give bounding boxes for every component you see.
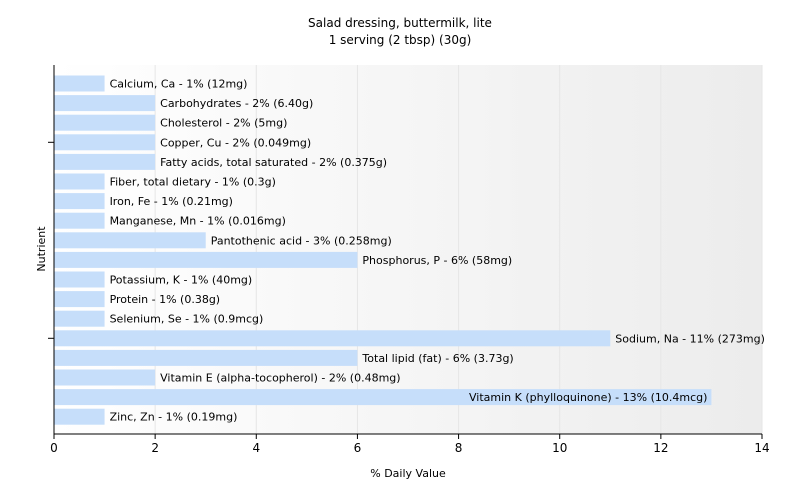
bar bbox=[54, 75, 105, 92]
x-tick-label: 10 bbox=[552, 441, 567, 455]
bar-label: Copper, Cu - 2% (0.049mg) bbox=[160, 136, 311, 149]
bar bbox=[54, 330, 611, 347]
bar-label: Sodium, Na - 11% (273mg) bbox=[615, 332, 765, 345]
plot-area bbox=[54, 65, 762, 434]
x-axis-ticks: 0 2 4 6 8 10 12 14 bbox=[50, 434, 770, 455]
bar bbox=[54, 251, 358, 268]
bar-label: Cholesterol - 2% (5mg) bbox=[160, 117, 287, 130]
y-axis-title: Nutrient bbox=[35, 226, 48, 272]
bar-label: Fatty acids, total saturated - 2% (0.375… bbox=[160, 156, 387, 169]
x-tick-label: 6 bbox=[354, 441, 362, 455]
bar-label: Pantothenic acid - 3% (0.258mg) bbox=[211, 234, 392, 247]
chart-title: Salad dressing, buttermilk, lite bbox=[308, 16, 492, 30]
bar-label: Manganese, Mn - 1% (0.016mg) bbox=[110, 215, 286, 228]
x-tick-label: 0 bbox=[50, 441, 58, 455]
bar bbox=[54, 134, 156, 151]
bar bbox=[54, 271, 105, 288]
bar bbox=[54, 114, 156, 131]
bar bbox=[54, 389, 712, 406]
bar-label: Potassium, K - 1% (40mg) bbox=[110, 274, 253, 287]
x-tick-label: 4 bbox=[252, 441, 260, 455]
bar bbox=[54, 153, 156, 170]
bar bbox=[54, 349, 358, 366]
chart-subtitle: 1 serving (2 tbsp) (30g) bbox=[329, 33, 472, 47]
bar-label: Total lipid (fat) - 6% (3.73g) bbox=[361, 352, 513, 365]
bar-label: Selenium, Se - 1% (0.9mcg) bbox=[110, 313, 264, 326]
bar bbox=[54, 212, 105, 229]
bar-label: Carbohydrates - 2% (6.40g) bbox=[160, 97, 313, 110]
bar bbox=[54, 95, 156, 112]
bars: Calcium, Ca - 1% (12mg) Carbohydrates - 2… bbox=[54, 75, 765, 425]
bar bbox=[54, 369, 156, 386]
bar-label: Protein - 1% (0.38g) bbox=[110, 293, 221, 306]
x-tick-label: 8 bbox=[455, 441, 463, 455]
bar-label: Zinc, Zn - 1% (0.19mg) bbox=[110, 411, 238, 424]
bar-label: Vitamin E (alpha-tocopherol) - 2% (0.48m… bbox=[160, 372, 400, 385]
axes bbox=[48, 65, 762, 435]
bar bbox=[54, 310, 105, 327]
bar-label: Fiber, total dietary - 1% (0.3g) bbox=[110, 176, 276, 189]
bar bbox=[54, 173, 105, 190]
x-tick-label: 12 bbox=[653, 441, 668, 455]
bar-label: Calcium, Ca - 1% (12mg) bbox=[110, 78, 248, 91]
bar bbox=[54, 232, 206, 249]
bar bbox=[54, 291, 105, 308]
x-axis-title: % Daily Value bbox=[370, 467, 446, 480]
bar bbox=[54, 408, 105, 425]
bar-label: Iron, Fe - 1% (0.21mg) bbox=[110, 195, 233, 208]
bar-label: Phosphorus, P - 6% (58mg) bbox=[362, 254, 512, 267]
bar bbox=[54, 193, 105, 210]
x-tick-label: 14 bbox=[754, 441, 769, 455]
bar-label: Vitamin K (phylloquinone) - 13% (10.4mcg… bbox=[469, 391, 707, 404]
x-tick-label: 2 bbox=[151, 441, 159, 455]
